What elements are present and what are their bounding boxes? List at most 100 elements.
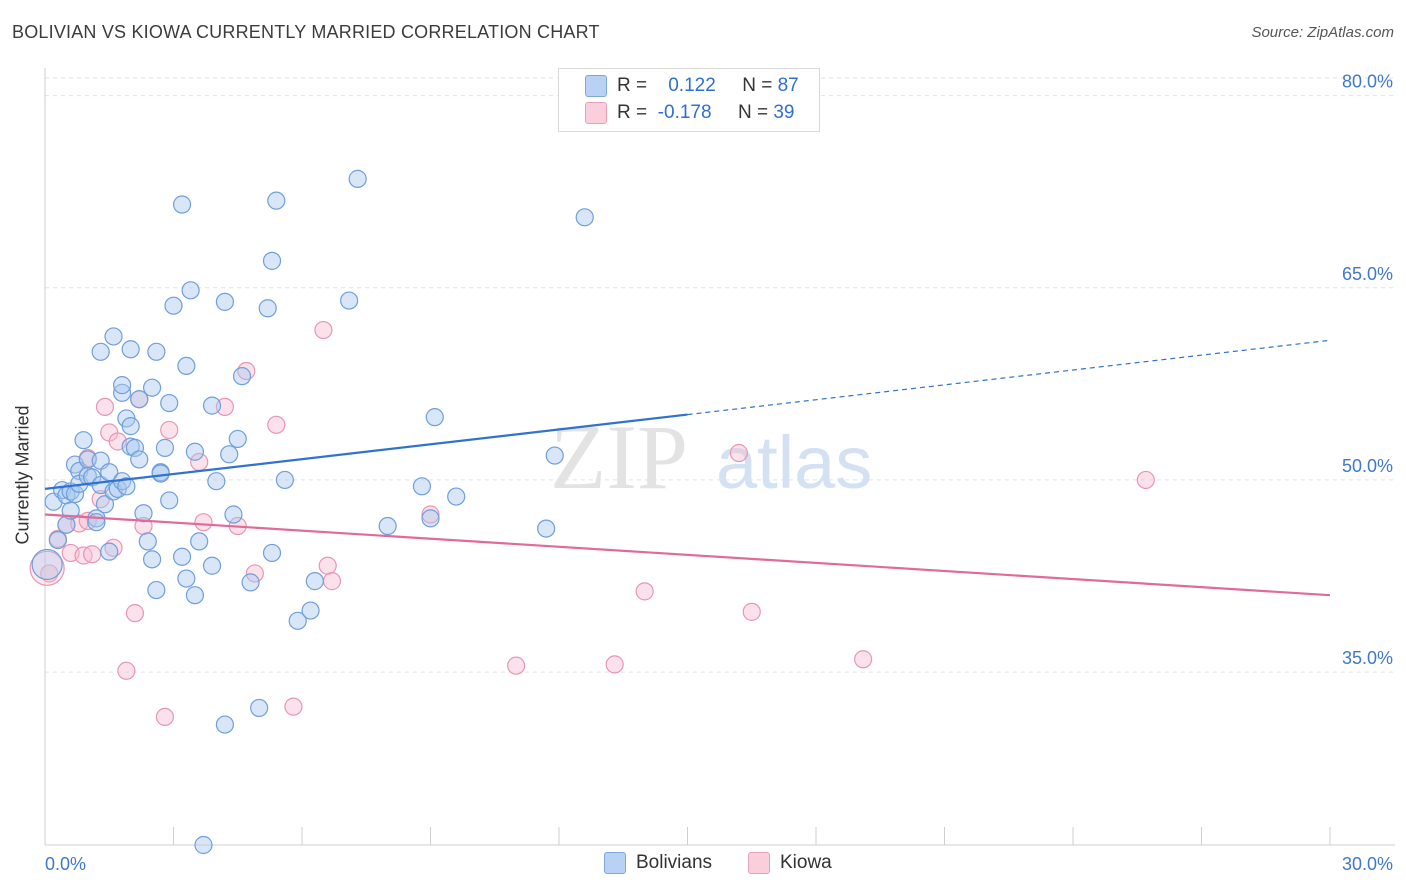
kiowa-point [421, 505, 440, 524]
bolivian-point [215, 715, 234, 734]
bolivian-point [267, 191, 286, 210]
bolivian-point [421, 509, 440, 528]
bolivian-point [104, 327, 123, 346]
bolivian-point [138, 532, 157, 551]
bolivian-point [288, 611, 307, 630]
kiowa-point [635, 582, 654, 601]
bolivian-point [125, 438, 145, 457]
watermark-zip: ZIP [550, 406, 688, 508]
legend-row-kiowa: R = -0.178 N = 39 [585, 102, 794, 128]
kiowa-trend-line [44, 513, 1331, 597]
bolivian-point [275, 470, 294, 490]
bolivian-point [545, 446, 564, 465]
legend-swatch-blue [585, 75, 607, 97]
trend-lines [44, 339, 1331, 597]
bolivian-point [112, 383, 132, 402]
y-tick-label: 80.0% [1342, 72, 1393, 92]
y-tick-label: 50.0% [1342, 456, 1393, 476]
x-tick-label: 0.0% [45, 854, 86, 874]
bolivian-point [348, 169, 367, 188]
kiowa-point [854, 650, 873, 669]
bolivian-point [48, 531, 67, 550]
bolivian-point [142, 550, 162, 569]
bolivian-point [177, 569, 196, 588]
bolivian-point [112, 376, 132, 395]
bottom-legend-bolivians: Bolivians [604, 852, 712, 874]
bolivian-point [447, 487, 466, 506]
y-axis-title-wrap: Currently Married [8, 405, 38, 544]
bolivian-trend-line [44, 413, 688, 490]
bolivian-point [232, 367, 252, 386]
bolivian-point [224, 505, 243, 524]
bolivian-point [172, 547, 192, 566]
bolivian-point [194, 835, 213, 855]
watermark: ZIP atlas [550, 406, 872, 508]
bottom-legend-swatch-blue [604, 852, 626, 874]
bolivian-point [220, 445, 239, 464]
bolivian-point [130, 450, 149, 469]
bolivian-point [147, 580, 166, 600]
y-tick-label: 35.0% [1342, 648, 1393, 668]
chart-title: BOLIVIAN VS KIOWA CURRENTLY MARRIED CORR… [12, 22, 600, 42]
bolivian-point [142, 378, 162, 397]
bottom-legend-swatch-pink [748, 852, 770, 874]
bolivian-point [160, 393, 179, 413]
kiowa-point [1136, 470, 1155, 490]
kiowa-point [742, 602, 761, 621]
bottom-legend-label: Kiowa [780, 852, 832, 874]
kiowa-point [117, 661, 136, 680]
bolivian-point [87, 513, 106, 532]
bolivian-point [250, 698, 269, 718]
bolivian-point [425, 408, 444, 427]
bolivian-point-large [31, 548, 63, 581]
legend-n-value: 87 [777, 75, 799, 97]
watermark-atlas: atlas [716, 421, 872, 504]
bolivian-point [130, 390, 149, 409]
bolivian-point [202, 556, 222, 575]
y-tick-label: 65.0% [1342, 264, 1393, 284]
tick-labels: 35.0% 50.0% 65.0% 80.0% 0.0% 30.0% [45, 72, 1393, 874]
bolivian-point [134, 504, 153, 523]
bolivian-point [262, 251, 282, 270]
bolivian-point [185, 586, 205, 605]
bottom-legend-label: Bolivians [636, 852, 713, 874]
bolivian-point [185, 442, 205, 461]
kiowa-point [318, 556, 337, 575]
bolivian-point [121, 417, 140, 436]
kiowa-point [284, 697, 303, 716]
bolivian-point [147, 342, 166, 361]
bolivian-point [172, 195, 192, 214]
legend-swatch-pink [585, 102, 607, 124]
legend-row-bolivians: R = 0.122 N = 87 [585, 75, 799, 101]
bolivian-point [100, 542, 119, 561]
bolivian-point [207, 472, 226, 491]
kiowa-point [245, 564, 264, 583]
legend-r-label: R = [617, 102, 648, 124]
bolivian-trend-extension [687, 339, 1331, 416]
kiowa-point [125, 604, 145, 623]
kiowa-point [267, 415, 286, 434]
legend-r-value: 0.122 [668, 75, 716, 97]
kiowa-point [95, 397, 115, 417]
bolivian-point [537, 519, 556, 538]
legend-r-label: R = [617, 75, 648, 97]
bolivian-point [117, 477, 136, 496]
axes [44, 68, 1395, 846]
bolivian-point [575, 208, 594, 227]
bolivian-point [215, 292, 234, 311]
bolivian-point [74, 431, 93, 450]
bolivian-point [177, 356, 196, 376]
kiowa-point [729, 443, 749, 463]
stats-legend: R = 0.122 N = 87 R = -0.178 N = 39 [558, 68, 820, 132]
bolivian-point [160, 491, 179, 510]
bottom-legend-kiowa: Kiowa [748, 852, 832, 874]
bolivian-point [378, 516, 397, 536]
kiowa-point [155, 707, 175, 727]
legend-n-label: N = [737, 102, 769, 124]
source-credit: Source: ZipAtlas.com [1251, 24, 1394, 41]
bolivian-point [258, 299, 277, 318]
bolivian-point [340, 291, 359, 310]
bolivian-point [91, 342, 110, 361]
bolivian-point [412, 477, 432, 496]
